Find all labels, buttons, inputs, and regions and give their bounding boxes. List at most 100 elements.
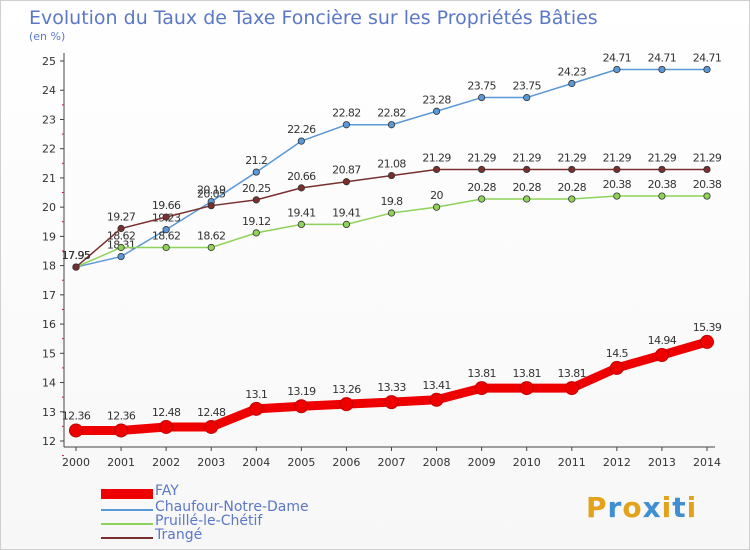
data-label: 24.71 <box>693 51 722 64</box>
data-label: 21.29 <box>693 151 722 164</box>
data-label: 19.66 <box>152 199 181 212</box>
data-point <box>432 203 441 211</box>
data-point <box>117 224 125 233</box>
data-point <box>523 93 531 102</box>
legend-label: Chaufour-Notre-Dame <box>155 499 309 515</box>
data-label: 13.19 <box>287 385 316 398</box>
y-tick-label: 24 <box>42 84 56 97</box>
x-tick-label: 2000 <box>62 456 90 469</box>
brand-letter: P <box>586 491 608 524</box>
data-label: 13.1 <box>245 388 267 401</box>
y-axis-unit: (en %) <box>29 30 66 43</box>
data-label: 17.95 <box>62 249 91 262</box>
data-label: 20 <box>430 189 443 202</box>
data-point <box>387 121 396 129</box>
brand-letter: r <box>607 491 623 524</box>
data-point <box>297 220 305 228</box>
x-tick-label: 2012 <box>603 456 631 469</box>
data-point <box>519 381 534 396</box>
data-label: 20.38 <box>603 178 632 191</box>
data-point <box>207 243 215 252</box>
data-label: 13.41 <box>422 379 451 392</box>
data-label: 22.82 <box>332 107 361 120</box>
data-point <box>658 192 666 200</box>
data-point <box>384 395 399 410</box>
data-point <box>342 121 351 129</box>
data-label: 20.66 <box>287 170 316 183</box>
x-tick-label: 2005 <box>287 456 315 469</box>
data-label: 12.48 <box>197 406 226 419</box>
brand-letter: x <box>642 491 662 524</box>
data-label: 20.38 <box>693 178 722 191</box>
data-label: 15.39 <box>693 321 722 334</box>
data-point <box>252 229 260 237</box>
brand-letter: i <box>686 491 698 524</box>
data-point <box>609 360 624 375</box>
x-tick-label: 2001 <box>107 456 135 469</box>
data-point <box>658 165 666 174</box>
y-tick-label: 21 <box>42 172 56 185</box>
data-label: 21.29 <box>467 151 496 164</box>
y-tick-label: 14 <box>42 377 56 390</box>
y-tick-label: 25 <box>42 55 56 68</box>
data-label: 21.29 <box>648 151 677 164</box>
x-tick-label: 2002 <box>152 456 180 469</box>
y-tick-label: 23 <box>42 113 56 126</box>
y-tick-label: 13 <box>42 406 56 419</box>
data-label: 24.23 <box>558 66 587 79</box>
data-label: 12.36 <box>107 409 136 422</box>
data-point <box>703 192 711 200</box>
x-tick-label: 2007 <box>378 456 406 469</box>
data-point <box>162 213 170 221</box>
y-tick-label: 12 <box>42 435 56 448</box>
data-point <box>162 226 170 234</box>
data-label: 17.95 <box>62 249 91 262</box>
data-point <box>387 171 396 180</box>
data-label: 22.82 <box>377 107 406 120</box>
legend-swatch <box>101 523 153 525</box>
data-point <box>523 165 531 174</box>
x-tick-label: 2011 <box>558 456 586 469</box>
data-label: 23.75 <box>467 80 496 93</box>
data-label: 17.95 <box>62 249 91 262</box>
data-point <box>69 423 83 438</box>
data-point <box>207 202 215 210</box>
data-label: 20.87 <box>332 164 361 177</box>
data-point <box>478 165 486 174</box>
data-label: 14.5 <box>606 347 629 360</box>
x-tick-label: 2006 <box>332 456 360 469</box>
data-point <box>568 79 576 88</box>
legend-label: Pruillé-le-Chétif <box>155 513 263 529</box>
legend-swatch <box>101 509 153 511</box>
data-label: 13.81 <box>512 367 541 380</box>
data-label: 13.81 <box>558 367 587 380</box>
brand-logo: Proxiti <box>586 491 697 524</box>
data-label: 20.28 <box>512 181 541 194</box>
y-tick-label: 19 <box>42 230 56 243</box>
data-point <box>249 401 264 416</box>
data-label: 13.26 <box>332 383 361 396</box>
data-label: 21.29 <box>603 151 632 164</box>
data-point <box>162 243 170 252</box>
x-tick-label: 2010 <box>513 456 541 469</box>
data-point <box>568 195 576 203</box>
data-label: 24.71 <box>603 51 632 64</box>
data-point <box>117 243 125 252</box>
x-tick-label: 2003 <box>197 456 225 469</box>
chart-title: Evolution du Taux de Taxe Foncière sur l… <box>29 7 598 29</box>
x-tick-label: 2009 <box>468 456 496 469</box>
data-point <box>342 220 351 228</box>
y-tick-label: 20 <box>42 201 56 214</box>
data-label: 21.29 <box>422 151 451 164</box>
data-point <box>478 195 486 203</box>
data-point <box>117 252 125 261</box>
data-label: 23.75 <box>512 80 541 93</box>
x-tick-label: 2013 <box>648 456 676 469</box>
brand-letter: o <box>622 491 643 524</box>
data-point <box>342 178 351 186</box>
legend-label: FAY <box>155 483 179 499</box>
data-label: 20.25 <box>242 182 271 195</box>
x-tick-label: 2014 <box>693 456 721 469</box>
data-point <box>700 334 714 349</box>
